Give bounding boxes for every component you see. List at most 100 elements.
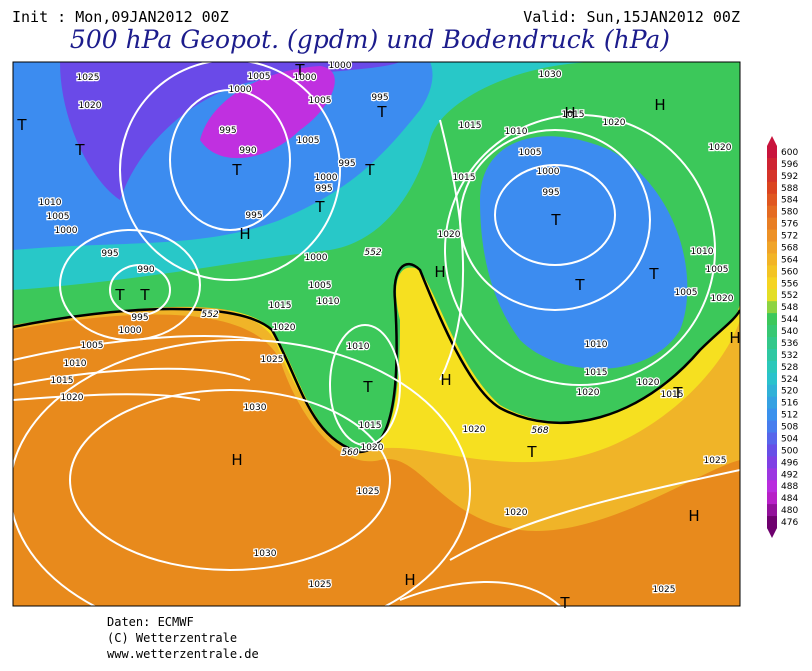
pressure-center: T (74, 141, 85, 159)
field-magenta (200, 66, 335, 159)
pressure-center: T (648, 265, 659, 283)
isobar-label: 1005 (675, 288, 698, 298)
colorbar-label: 588 (781, 184, 798, 194)
colorbar-swatch (767, 480, 777, 493)
isobar (69, 389, 391, 571)
colorbar-swatch (767, 289, 777, 302)
isobar-label: 1025 (653, 585, 676, 595)
isobar (329, 324, 401, 446)
colorbar-label: 584 (781, 196, 798, 206)
colorbar-label: 476 (781, 518, 798, 528)
isobar-label: 995 (245, 211, 262, 221)
height-label: 568 (531, 426, 548, 436)
colorbar-label: 600 (781, 148, 798, 158)
map-title: 500 hPa Geopot. (gpdm) und Bodendruck (h… (70, 25, 670, 54)
colorbar-swatch (767, 277, 777, 290)
isobar-label: 1020 (361, 443, 384, 453)
pressure-center: T (314, 198, 325, 216)
colorbar-label: 576 (781, 220, 798, 230)
colorbar-swatch (767, 217, 777, 231)
isobar (109, 264, 171, 316)
isobar-label: 1005 (297, 136, 320, 146)
isobar-label: 1015 (453, 173, 476, 183)
colorbar-swatch (767, 193, 777, 207)
colorbar-swatch (767, 157, 777, 171)
colorbar-label: 592 (781, 172, 798, 182)
colorbar-label: 548 (781, 303, 798, 313)
colorbar-label: 528 (781, 363, 798, 373)
colorbar-swatch (767, 444, 777, 457)
colorbar-label: 488 (781, 482, 798, 492)
height-label: 552 (364, 248, 381, 258)
isobar-label: 1020 (438, 230, 461, 240)
isobar-label: 1020 (711, 294, 734, 304)
isobar-label: 1010 (317, 297, 340, 307)
footer-url: www.wetterzentrale.de (107, 647, 259, 661)
isobar-label: 1000 (119, 326, 142, 336)
isobar (13, 335, 261, 401)
colorbar-cap-top (767, 136, 777, 146)
isobar (399, 119, 740, 606)
isobar-label: 990 (137, 265, 154, 275)
colorbar-label: 596 (781, 160, 798, 170)
pressure-center: T (376, 103, 387, 121)
colorbar-label: 536 (781, 339, 798, 349)
pressure-center: T (231, 161, 242, 179)
isobar-label: 1005 (309, 281, 332, 291)
isobar-label: 1010 (347, 342, 370, 352)
colorbar-swatch (767, 325, 777, 338)
colorbar-label: 512 (781, 411, 798, 421)
colorbar-swatch (767, 456, 777, 469)
map-field (13, 62, 740, 606)
isobar-label: 1000 (537, 167, 560, 177)
pressure-center: H (729, 329, 740, 347)
colorbar-label: 572 (781, 232, 798, 242)
isobar-label: 995 (131, 313, 148, 323)
colorbar-swatch (767, 146, 777, 159)
pressure-center: T (114, 286, 125, 304)
colorbar-label: 480 (781, 506, 798, 516)
colorbar-label: 500 (781, 446, 798, 456)
isobar-label: 1000 (305, 253, 328, 263)
isobar-label: 1020 (637, 378, 660, 388)
pressure-center: T (550, 211, 561, 229)
colorbar-label: 492 (781, 470, 798, 480)
isobar-label: 1000 (315, 173, 338, 183)
colorbar-label: 556 (781, 279, 798, 289)
colorbar-label: 552 (781, 291, 798, 301)
isobar (444, 114, 716, 386)
colorbar-swatch (767, 301, 777, 314)
colorbar-swatch (767, 205, 777, 219)
colorbar-swatch (767, 265, 777, 278)
isobar-label: 1030 (244, 403, 267, 413)
colorbar-swatch (767, 420, 777, 433)
colorbar-swatch (767, 181, 777, 195)
isobar-label: 995 (101, 249, 118, 259)
isobar-label: 1015 (359, 421, 382, 431)
isobar-label: 1010 (64, 359, 87, 369)
isobar-label: 1015 (51, 376, 74, 386)
isobar (494, 164, 616, 266)
isobar-label: 1020 (603, 118, 626, 128)
pressure-center: T (574, 276, 585, 294)
colorbar-label: 524 (781, 375, 798, 385)
isobar-label: 995 (219, 126, 236, 136)
isobar-label: 1030 (539, 70, 562, 80)
colorbar-swatch (767, 396, 777, 410)
colorbar-swatch (767, 468, 777, 481)
isobar-label: 995 (542, 188, 559, 198)
isobar-label: 1020 (463, 425, 486, 435)
colorbar-label: 568 (781, 243, 798, 253)
isobar-label: 1010 (585, 340, 608, 350)
isobar-label: 995 (338, 159, 355, 169)
isobar-label: 1025 (261, 355, 284, 365)
isobar-label: 1015 (585, 368, 608, 378)
isobar-label: 1025 (77, 73, 100, 83)
pressure-center: T (362, 378, 373, 396)
footer-source: Daten: ECMWF (107, 615, 194, 629)
field-purple (60, 62, 400, 200)
colorbar-label: 508 (781, 423, 798, 433)
colorbar-swatch (767, 313, 777, 326)
colorbar-swatch (767, 229, 777, 242)
isobar (119, 62, 341, 281)
